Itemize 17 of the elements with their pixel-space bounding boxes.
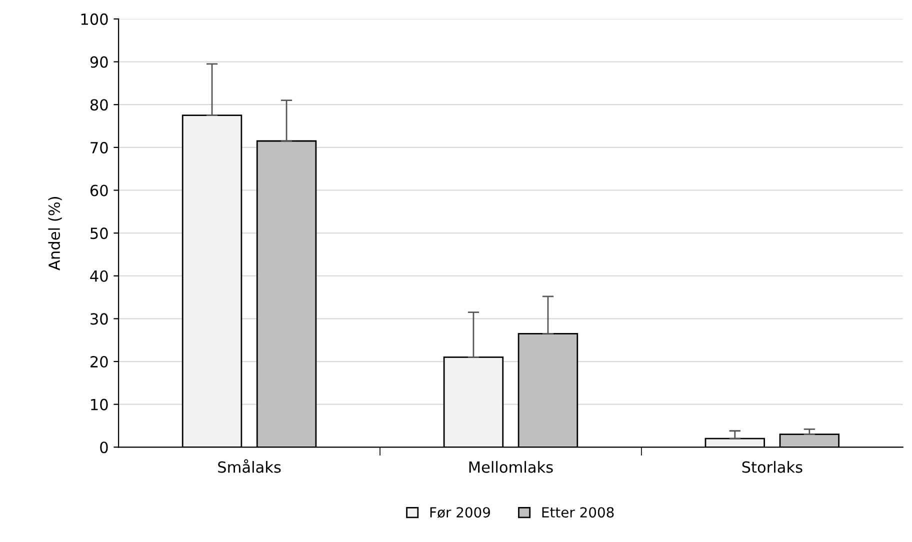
y-tick-label: 40 bbox=[90, 270, 108, 282]
y-tick-label: 100 bbox=[81, 13, 108, 25]
y-tick-label: 80 bbox=[90, 99, 108, 111]
y-tick-label: 10 bbox=[91, 398, 108, 410]
x-tick-label: Smålaks bbox=[218, 459, 281, 473]
y-tick-label: 30 bbox=[90, 313, 108, 325]
y-tick-label: 60 bbox=[90, 184, 108, 196]
y-tick-label: 20 bbox=[90, 356, 108, 368]
y-axis-title: Andel (%) bbox=[48, 196, 62, 270]
y-tick-label: 70 bbox=[90, 142, 108, 154]
y-tick-label: 0 bbox=[100, 442, 108, 454]
legend-label: Etter 2008 bbox=[542, 507, 614, 518]
x-tick-label: Storlaks bbox=[742, 461, 802, 473]
y-tick-label: 50 bbox=[90, 228, 108, 240]
legend-label: Før 2009 bbox=[430, 507, 490, 518]
y-tick-label: 90 bbox=[90, 56, 108, 68]
x-tick-label: Mellomlaks bbox=[469, 461, 553, 473]
